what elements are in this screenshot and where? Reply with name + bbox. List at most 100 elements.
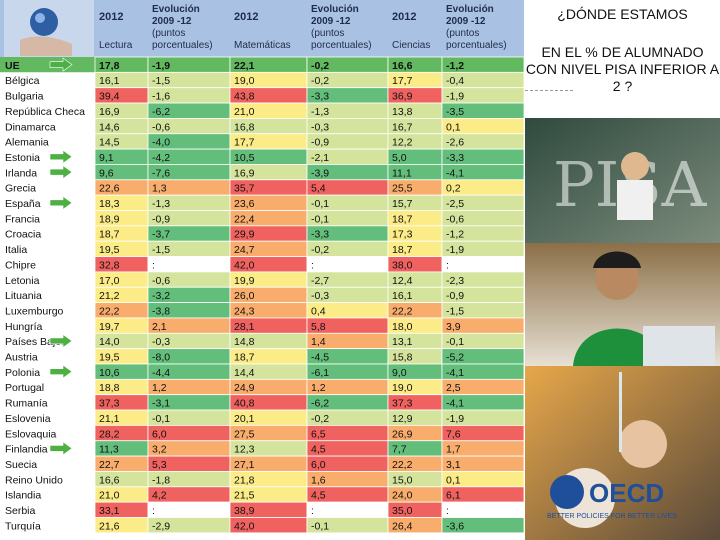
cell-value: 18,7 (99, 229, 120, 241)
country-name: Bulgaria (5, 91, 44, 103)
oecd-logo-icon (550, 475, 584, 509)
cell-value: 16,6 (392, 60, 413, 72)
cell-value: -3,3 (311, 229, 329, 241)
cell-value: -3,6 (446, 520, 464, 532)
cell-value: 14,6 (99, 121, 120, 133)
cell-value: -4,2 (152, 152, 170, 164)
cell-value: 13,1 (392, 336, 413, 348)
arrow-right-icon (49, 165, 73, 180)
cell-value: 22,1 (234, 60, 255, 72)
table-row: 19,7 2,1 28,1 5,8 18,0 3,9 Hungría (0, 317, 524, 334)
cell-value: -1,5 (446, 305, 464, 317)
cell-value: -1,9 (152, 60, 170, 72)
cell-value: -0,6 (152, 121, 170, 133)
cell-value: -4,1 (446, 167, 464, 179)
cell-value: 18,3 (99, 198, 120, 210)
cell-value: 22,2 (392, 305, 413, 317)
table-row: 9,6 -7,6 16,9 -3,9 11,1 -4,1 Irlanda (0, 164, 524, 181)
cell-value: -3,8 (152, 305, 170, 317)
country-name: Letonia (5, 275, 40, 287)
cell-value: 19,5 (99, 244, 120, 256)
table-row: 14,6 -0,6 16,8 -0,3 16,7 0,1 Dinamarca (0, 118, 524, 135)
cell-value: 35,7 (234, 183, 255, 195)
country-name: Luxemburgo (5, 305, 64, 317)
cell-value: -4,1 (446, 367, 464, 379)
cell-value: 21,8 (234, 474, 255, 486)
cell-value: -2,3 (446, 275, 464, 287)
cell-value: -0,3 (311, 290, 329, 302)
country-name: Grecia (5, 183, 36, 195)
cell-value: -2,6 (446, 137, 464, 149)
cell-value: -2,1 (311, 152, 329, 164)
cell-value: -5,2 (446, 352, 464, 364)
cell-value: -3,7 (152, 229, 170, 241)
cell-value: 29,9 (234, 229, 255, 241)
table-row: 18,9 -0,9 22,4 -0,1 18,7 -0,6 Francia (0, 210, 524, 227)
header-year: 2012 (234, 11, 258, 23)
cell-value: -6,2 (152, 106, 170, 118)
slide-subtitle: EN EL % DE ALUMNADO CON NIVEL PISA INFER… (525, 44, 720, 94)
cell-value: -0,2 (311, 75, 329, 87)
cell-value: 21,5 (234, 490, 255, 502)
cell-value: -7,6 (152, 167, 170, 179)
cell-value: 21,0 (99, 490, 120, 502)
cell-value: 24,3 (234, 305, 255, 317)
cell-value: -1,6 (152, 91, 170, 103)
header-year: 2012 (392, 11, 416, 23)
country-name: Finlandia (5, 444, 48, 456)
header-subject: Lectura (99, 40, 133, 51)
table-cell (306, 501, 389, 518)
cell-value: 18,0 (392, 321, 413, 333)
cell-value: 0,2 (446, 183, 461, 195)
header-evolution: Evolución 2009 -12 (puntos porcentuales) (311, 4, 372, 51)
cell-value: 16,9 (99, 106, 120, 118)
table-row: 32,8: 42,0: 38,0: Chipre (0, 256, 524, 273)
oecd-logo: OECD (589, 478, 664, 508)
country-name: Francia (5, 213, 40, 225)
table-row-ue: 17,8 -1,9 22,1 -0,2 16,6 -1,2 UE (0, 56, 524, 73)
cell-value: -1,3 (152, 198, 170, 210)
cell-value: -0,1 (311, 213, 329, 225)
cell-value: -8,0 (152, 352, 170, 364)
dashed-divider (525, 90, 573, 91)
country-name: Suecia (5, 459, 37, 471)
cell-value: -1,2 (446, 60, 464, 72)
arrow-right-icon (49, 195, 73, 210)
country-name: Rumanía (5, 398, 48, 410)
cell-value: 5,3 (152, 459, 167, 471)
cell-value: 12,2 (392, 137, 413, 149)
cell-value: 36,9 (392, 91, 413, 103)
country-name: Bélgica (5, 75, 40, 87)
table-row: 21,0 4,2 21,5 4,5 24,0 6,1 Islandia (0, 486, 524, 503)
cell-value: 6,1 (446, 490, 461, 502)
table-row: 17,0 -0,6 19,9 -2,7 12,4 -2,3 Letonia (0, 271, 524, 288)
cell-value: -0,1 (311, 520, 329, 532)
cell-value: -1,2 (446, 229, 464, 241)
oecd-tagline: BETTER POLICIES FOR BETTER LIVES (547, 513, 677, 520)
header-subject: Ciencias (392, 40, 430, 51)
cell-value: 21,6 (99, 520, 120, 532)
cell-value: 12,4 (392, 275, 413, 287)
cell-value: 1,2 (311, 382, 326, 394)
cell-value: 22,2 (99, 305, 120, 317)
cell-value: 35,0 (392, 505, 413, 517)
cell-value: -0,9 (152, 213, 170, 225)
cell-value: 9,6 (99, 167, 114, 179)
cell-value: 37,3 (99, 398, 120, 410)
right-panel: ¿DÓNDE ESTAMOS EN EL % DE ALUMNADO CON N… (525, 0, 720, 540)
cell-value: -4,5 (311, 352, 329, 364)
cell-value: 7,6 (446, 428, 461, 440)
cell-value: : (311, 259, 314, 271)
cell-value: -4,0 (152, 137, 170, 149)
cell-value: 19,0 (392, 382, 413, 394)
cell-value: -1,5 (152, 244, 170, 256)
table-row: 16,9 -6,2 21,0 -1,3 13,8 -3,5 República Checa (0, 102, 524, 119)
cell-value: 9,0 (392, 367, 407, 379)
country-name: Dinamarca (5, 121, 56, 133)
cell-value: 22,2 (392, 459, 413, 471)
country-name: España (5, 198, 41, 210)
cell-value: 5,4 (311, 183, 326, 195)
cell-value: 1,4 (311, 336, 326, 348)
cell-value: 17,7 (392, 75, 413, 87)
table-row: 22,2 -3,8 24,3 0,4 22,2 -1,5 Luxemburgo (0, 302, 524, 319)
